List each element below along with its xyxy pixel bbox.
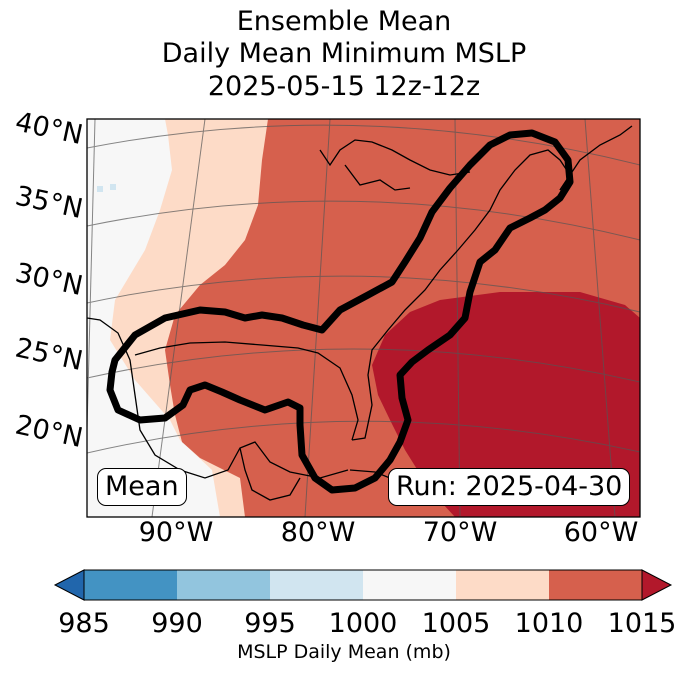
colorbar-tick: 1000 bbox=[329, 608, 398, 639]
colorbar-tick: 990 bbox=[151, 608, 203, 639]
colorbar-segment bbox=[177, 570, 270, 600]
lat-label: 30°N bbox=[13, 258, 86, 302]
us-gulf-coast bbox=[134, 341, 359, 441]
field-gt-1015 bbox=[372, 292, 640, 517]
nova-scotia bbox=[559, 125, 633, 191]
graticule bbox=[87, 119, 640, 517]
lat-label: 40°N bbox=[13, 107, 86, 151]
lat-label: 20°N bbox=[13, 410, 86, 454]
colorbar-over-arrow bbox=[641, 569, 673, 601]
colorbar: 985 990 995 1000 1005 1010 1015 bbox=[53, 569, 677, 639]
lat-label: 25°N bbox=[13, 333, 86, 377]
meridian-80w bbox=[304, 119, 331, 517]
lon-labels: 90°W 80°W 70°W 60°W bbox=[139, 517, 639, 548]
colorbar-tick: 985 bbox=[58, 608, 110, 639]
lon-label: 70°W bbox=[423, 517, 498, 548]
lat-labels: 40°N 35°N 30°N 25°N 20°N bbox=[13, 107, 86, 454]
colorbar-segment bbox=[549, 570, 642, 600]
colorbar-segment bbox=[456, 570, 549, 600]
lon-label: 90°W bbox=[139, 517, 214, 548]
map-area bbox=[87, 119, 640, 517]
mean-label-box: Mean bbox=[97, 468, 187, 506]
parallel-25n bbox=[87, 348, 640, 383]
title-line-2: Daily Mean Minimum MSLP bbox=[161, 38, 527, 69]
parallel-30n bbox=[87, 275, 640, 313]
meridian-100w bbox=[87, 119, 96, 431]
title-line-1: Ensemble Mean bbox=[236, 6, 452, 37]
colorbar-segment bbox=[363, 570, 456, 600]
colorbar-frame bbox=[83, 569, 643, 601]
map-frame bbox=[86, 118, 641, 518]
field-blue-speck bbox=[97, 186, 103, 192]
florida-east-coast bbox=[351, 149, 571, 441]
colorbar-tick: 1010 bbox=[515, 608, 584, 639]
lon-label: 80°W bbox=[281, 517, 356, 548]
lat-label: 35°N bbox=[13, 181, 86, 225]
parallel-35n bbox=[87, 200, 640, 241]
colorbar-tick: 995 bbox=[244, 608, 296, 639]
colorbar-tick: 1005 bbox=[422, 608, 491, 639]
title-line-3: 2025-05-15 12z-12z bbox=[207, 71, 481, 102]
field-blue-speck bbox=[110, 184, 116, 190]
great-lakes bbox=[319, 139, 471, 191]
colorbar-tick: 1015 bbox=[608, 608, 677, 639]
threshold-contour bbox=[106, 129, 574, 494]
colorbar-label: MSLP Daily Mean (mb) bbox=[237, 641, 451, 663]
run-label-box: Run: 2025-04-30 bbox=[388, 468, 631, 506]
yucatan bbox=[239, 447, 301, 501]
colorbar-segment bbox=[84, 570, 177, 600]
lon-label: 60°W bbox=[564, 517, 639, 548]
colorbar-under-arrow bbox=[53, 569, 85, 601]
colorbar-segment bbox=[270, 570, 363, 600]
meridian-60w bbox=[584, 119, 616, 517]
